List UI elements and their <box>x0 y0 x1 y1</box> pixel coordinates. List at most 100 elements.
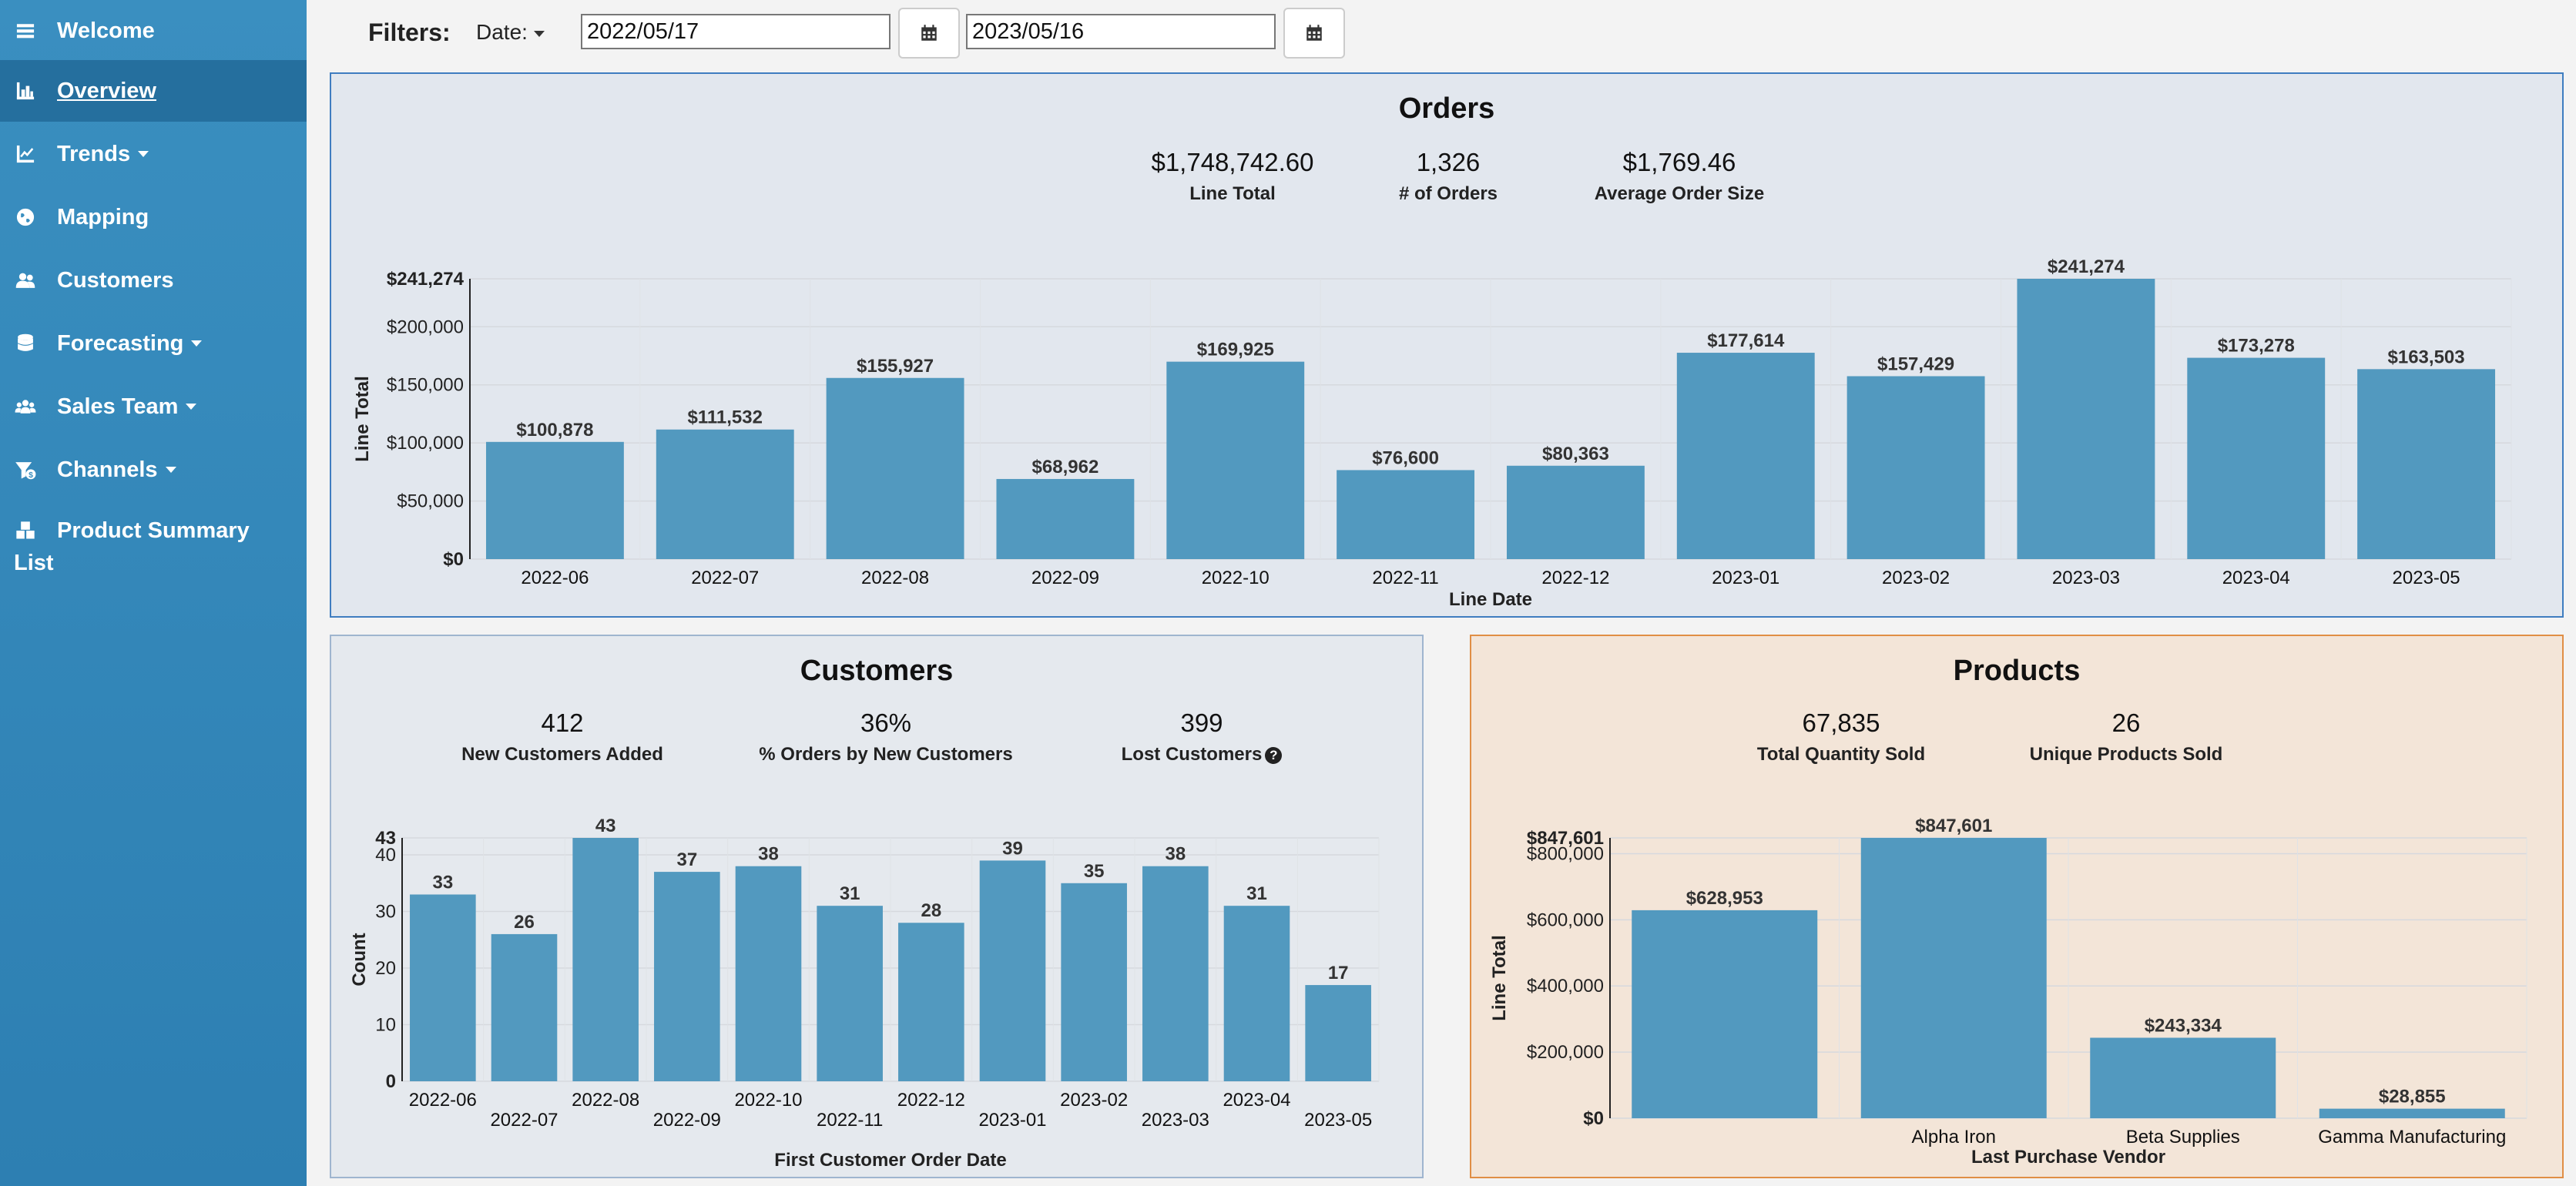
nav-welcome[interactable]: Welcome <box>0 0 307 62</box>
bar-data-label: $100,878 <box>516 420 593 441</box>
nav-overview[interactable]: Overview <box>0 60 307 122</box>
nav-mapping[interactable]: Mapping <box>0 186 307 248</box>
x-tick-label: 2022-10 <box>734 1090 802 1111</box>
kpi-label: Unique Products Sold <box>2029 744 2223 765</box>
nav-customers[interactable]: Customers <box>0 250 307 311</box>
filters-bar: Filters: Date: <box>307 0 2576 66</box>
x-tick-label: 2022-09 <box>1031 568 1099 588</box>
y-tick-label: 20 <box>375 958 396 979</box>
kpi-value: 412 <box>541 709 584 737</box>
bar-data-label: $163,503 <box>2388 347 2465 367</box>
customers-kpi-pct-orders: 36% % Orders by New Customers <box>740 709 1032 766</box>
customers-title: Customers <box>800 655 954 687</box>
chevron-down-icon <box>186 404 197 410</box>
nav-forecasting-label: Forecasting <box>57 330 184 356</box>
chevron-down-icon <box>165 467 176 473</box>
help-icon[interactable]: ? <box>1265 747 1283 764</box>
bar-data-label: 38 <box>1165 844 1186 865</box>
globe-icon <box>14 206 37 229</box>
bar <box>1860 838 2047 1118</box>
nav-sales-team[interactable]: Sales Team <box>0 376 307 437</box>
bar <box>1061 883 1127 1081</box>
y-tick-label: 43 <box>375 828 396 849</box>
nav-trends[interactable]: Trends <box>0 123 307 185</box>
x-tick-label: 2023-05 <box>1304 1110 1372 1131</box>
y-tick-label: $150,000 <box>387 375 464 396</box>
bar-data-label: $173,278 <box>2218 336 2295 357</box>
bar <box>1506 465 1645 559</box>
customers-bar-chart: 01020304043332022-06262022-07432022-0837… <box>349 816 1380 1171</box>
nav-product-summary-list[interactable]: Product Summary List <box>0 514 307 579</box>
kpi-value: 26 <box>2111 709 2141 737</box>
x-axis-label: First Customer Order Date <box>774 1150 1006 1171</box>
customers-panel: Customers 412 New Customers Added 36% % … <box>330 635 1424 1178</box>
y-tick-label: 40 <box>375 845 396 866</box>
y-tick-label: $0 <box>443 549 464 570</box>
bar <box>1223 906 1290 1081</box>
orders-panel: Orders $1,748,742.60 Line Total 1,326 # … <box>330 72 2564 618</box>
bar <box>1632 910 1818 1118</box>
y-tick-label: $600,000 <box>1527 910 1604 930</box>
x-tick-label: 2022-08 <box>572 1090 639 1111</box>
nav-forecasting[interactable]: Forecasting <box>0 313 307 374</box>
y-tick-label: $200,000 <box>1527 1042 1604 1063</box>
x-axis-label: Line Date <box>1449 589 1532 610</box>
kpi-label: Average Order Size <box>1594 183 1765 204</box>
end-date-input[interactable] <box>966 14 1276 49</box>
bar-data-label: $177,614 <box>1707 330 1785 351</box>
products-title: Products <box>1953 655 2081 687</box>
y-tick-label: $847,601 <box>1527 828 1604 849</box>
orders-kpi-line-total: $1,748,742.60 Line Total <box>1117 148 1348 205</box>
y-tick-label: $200,000 <box>387 317 464 337</box>
products-kpi-quantity: 67,835 Total Quantity Sold <box>1726 709 1957 766</box>
kpi-label: Line Total <box>1189 183 1276 204</box>
bar <box>2090 1037 2276 1118</box>
bar-data-label: $155,927 <box>857 356 934 377</box>
kpi-label: New Customers Added <box>461 744 663 765</box>
end-date-calendar-button[interactable] <box>1283 8 1345 59</box>
bar <box>1166 361 1305 559</box>
svg-text:$: $ <box>29 471 33 480</box>
y-tick-label: $50,000 <box>397 491 464 512</box>
x-tick-label: 2023-04 <box>2222 568 2290 588</box>
bar <box>2319 1108 2505 1118</box>
date-filter-dropdown[interactable]: Date: <box>476 20 545 45</box>
bar <box>1337 470 1475 559</box>
bar-data-label: 28 <box>921 900 941 921</box>
x-tick-label: 2023-04 <box>1223 1090 1290 1111</box>
bar <box>1846 376 1985 559</box>
start-date-calendar-button[interactable] <box>898 8 960 59</box>
bar <box>2017 279 2155 559</box>
nav-trends-label: Trends <box>57 141 131 166</box>
kpi-label: Total Quantity Sold <box>1756 744 1926 765</box>
database-icon <box>14 332 37 355</box>
y-tick-label: 10 <box>375 1015 396 1036</box>
calendar-icon <box>1306 25 1322 41</box>
kpi-value: 36% <box>860 709 912 737</box>
x-tick-label: Gamma Manufacturing <box>2318 1127 2506 1147</box>
bar-data-label: 31 <box>840 883 860 904</box>
bar <box>817 906 883 1081</box>
nav-channels[interactable]: $ Channels <box>0 439 307 501</box>
team-icon <box>14 395 37 418</box>
x-tick-label: 2023-02 <box>1060 1090 1128 1111</box>
x-tick-label: 2022-12 <box>1541 568 1609 588</box>
funnel-dollar-icon: $ <box>14 458 37 481</box>
bar-data-label: $80,363 <box>1542 444 1609 464</box>
bar-data-label: 33 <box>432 872 453 893</box>
start-date-input[interactable] <box>581 14 891 49</box>
y-tick-label: $800,000 <box>1527 843 1604 864</box>
calendar-icon <box>921 25 937 41</box>
x-tick-label: 2022-08 <box>861 568 929 588</box>
y-tick-label: $100,000 <box>387 433 464 454</box>
bar <box>898 923 964 1081</box>
x-tick-label: 2023-05 <box>2393 568 2460 588</box>
x-axis-label: Last Purchase Vendor <box>1971 1147 2165 1168</box>
orders-title: Orders <box>1398 92 1495 125</box>
orders-kpi-count: 1,326 # of Orders <box>1363 148 1533 205</box>
kpi-value: 67,835 <box>1802 709 1880 737</box>
kpi-value: $1,748,742.60 <box>1151 148 1314 176</box>
bar-data-label: $241,274 <box>2048 256 2125 277</box>
bar-data-label: $243,334 <box>2145 1016 2222 1037</box>
bar <box>1676 353 1815 559</box>
